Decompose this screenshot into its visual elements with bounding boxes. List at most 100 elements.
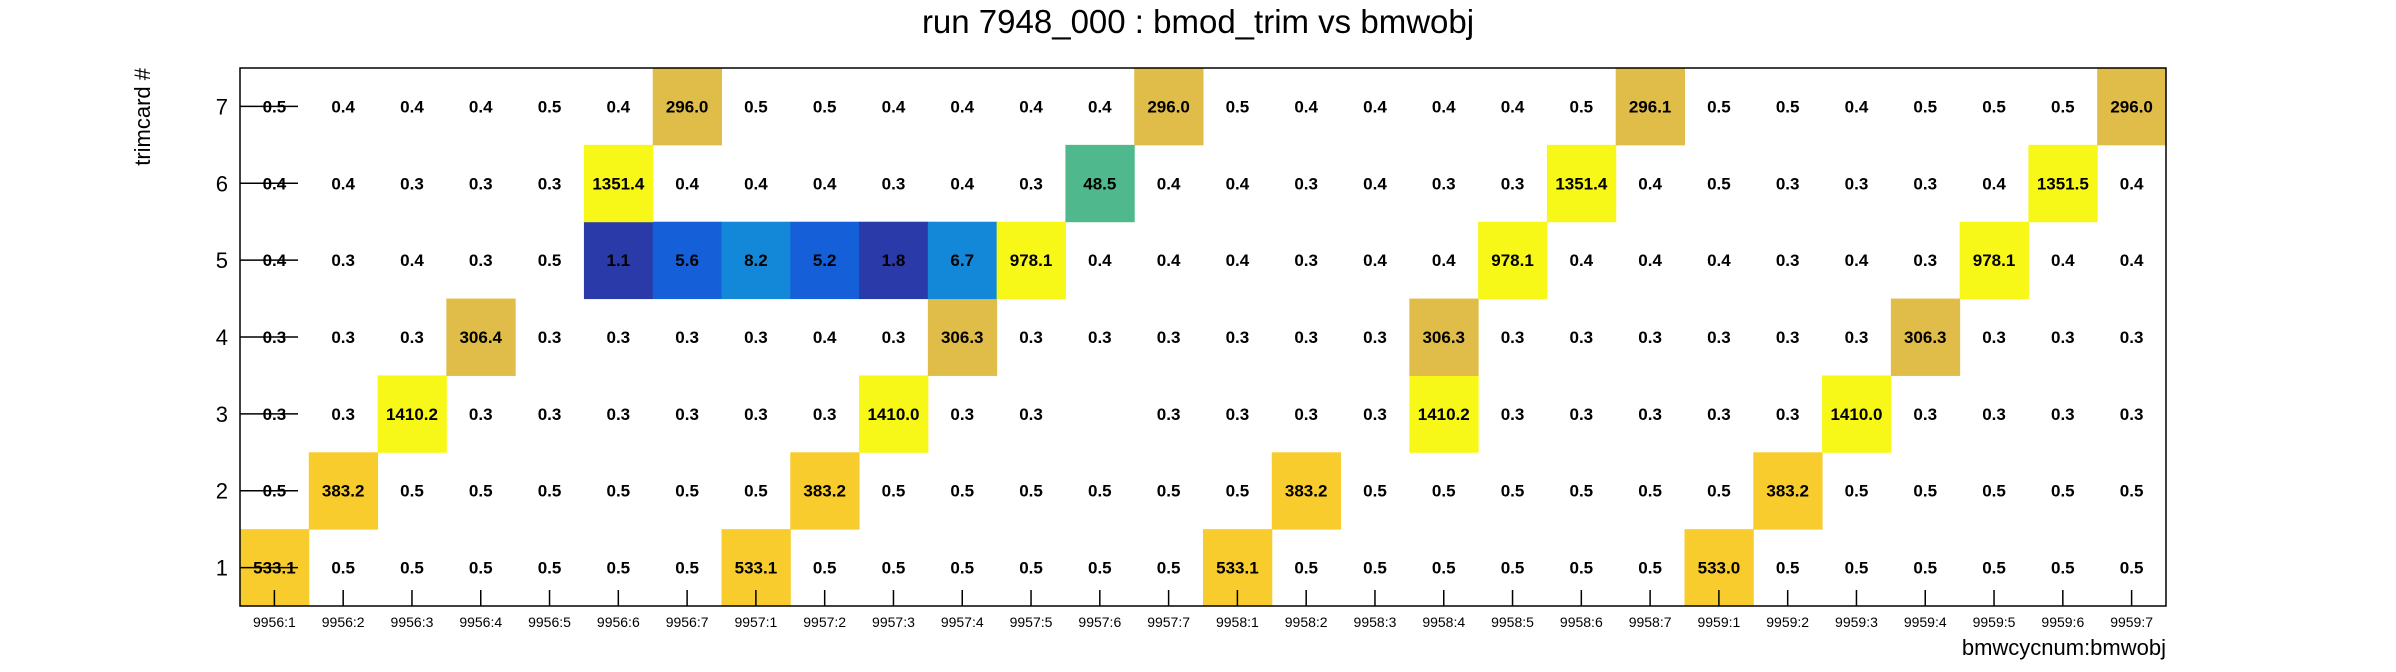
heatmap-cell	[308, 452, 379, 530]
x-tick-label: 9957:2	[803, 614, 846, 630]
heatmap-cell	[1409, 298, 1479, 376]
cell-value-label: 0.4	[331, 97, 355, 116]
cell-value-label: 5.6	[675, 251, 699, 270]
cell-value-label: 0.5	[400, 559, 424, 578]
heatmap-cell	[652, 68, 722, 146]
cell-value-label: 0.3	[1707, 405, 1731, 424]
cell-value-label: 0.5	[1707, 97, 1731, 116]
cell-value-label: 0.5	[538, 97, 562, 116]
cell-value-label: 0.4	[400, 97, 424, 116]
cell-value-label: 0.5	[1432, 482, 1456, 501]
cell-value-label: 0.3	[1501, 328, 1525, 347]
cell-value-label: 0.5	[1157, 482, 1181, 501]
heatmap-cell	[1959, 221, 2029, 300]
x-tick-label: 9958:4	[1422, 614, 1465, 630]
cell-value-label: 0.3	[1432, 174, 1456, 193]
x-tick-label: 9957:5	[1010, 614, 1053, 630]
cell-value-label: 0.4	[1707, 251, 1731, 270]
cell-value-label: 0.4	[1226, 251, 1250, 270]
cell-value-label: 0.4	[1845, 251, 1869, 270]
y-tick-label: 7	[216, 94, 228, 119]
y-tick-label: 1	[216, 556, 228, 581]
cell-value-label: 0.3	[2120, 328, 2144, 347]
x-tick-label: 9959:3	[1835, 614, 1878, 630]
x-tick-label: 9956:6	[597, 614, 640, 630]
cell-value-label: 0.3	[1019, 174, 1043, 193]
y-tick-label: 5	[216, 248, 228, 273]
cell-value-label: 1410.2	[1418, 405, 1470, 424]
cell-value-label: 0.3	[400, 174, 424, 193]
cell-value-label: 0.3	[607, 405, 631, 424]
heatmap-cell	[1134, 68, 1204, 146]
heatmap-cell	[1409, 375, 1479, 453]
cell-value-label: 306.3	[1904, 328, 1947, 347]
cell-value-label: 0.3	[950, 405, 974, 424]
y-axis-label: trimcard #	[130, 67, 155, 166]
cell-value-label: 0.3	[538, 328, 562, 347]
cell-value-label: 0.5	[2051, 482, 2075, 501]
cell-value-label: 0.3	[882, 328, 906, 347]
cell-value-label: 383.2	[803, 482, 846, 501]
cell-value-label: 0.5	[1913, 482, 1937, 501]
cell-value-label: 296.0	[2110, 97, 2153, 116]
cell-value-label: 0.3	[1088, 328, 1112, 347]
cell-value-label: 0.4	[2051, 251, 2075, 270]
cell-value-label: 296.0	[1147, 97, 1190, 116]
cell-value-label: 0.5	[1088, 482, 1112, 501]
x-tick-label: 9957:6	[1078, 614, 1121, 630]
x-tick-label: 9957:3	[872, 614, 915, 630]
cell-value-label: 0.4	[1363, 97, 1387, 116]
cell-value-label: 0.3	[1776, 405, 1800, 424]
heatmap-cell	[790, 452, 860, 530]
cell-value-label: 0.3	[1913, 174, 1937, 193]
cell-value-label: 0.4	[469, 97, 493, 116]
cell-value-label: 0.4	[607, 97, 631, 116]
x-tick-label: 9957:1	[734, 614, 777, 630]
cell-value-label: 0.5	[1088, 559, 1112, 578]
cell-value-label: 0.3	[1294, 405, 1318, 424]
y-tick-label: 4	[216, 325, 228, 350]
cell-value-label: 306.3	[1422, 328, 1465, 347]
cell-value-label: 0.3	[1982, 328, 2006, 347]
cell-value-label: 0.4	[331, 174, 355, 193]
cell-value-label: 0.5	[744, 97, 768, 116]
x-tick-label: 9956:5	[528, 614, 571, 630]
cell-value-label: 0.5	[950, 559, 974, 578]
cell-value-label: 296.0	[666, 97, 709, 116]
cell-value-label: 0.5	[1913, 559, 1937, 578]
cell-value-label: 533.0	[1698, 559, 1741, 578]
cell-value-label: 533.1	[735, 559, 778, 578]
cell-value-label: 8.2	[744, 251, 768, 270]
heatmap-cell	[1615, 68, 1685, 146]
cell-value-label: 0.4	[1501, 97, 1525, 116]
x-tick-label: 9959:6	[2041, 614, 2084, 630]
plot-frame	[239, 67, 2167, 607]
x-tick-label: 9958:7	[1629, 614, 1672, 630]
cell-value-label: 0.3	[882, 174, 906, 193]
cell-value-label: 0.4	[1019, 97, 1043, 116]
cell-value-label: 0.4	[882, 97, 906, 116]
cell-value-label: 0.3	[2051, 328, 2075, 347]
cell-value-label: 1.1	[607, 251, 631, 270]
x-tick-label: 9957:4	[941, 614, 984, 630]
cell-value-label: 0.3	[331, 405, 355, 424]
x-tick-label: 9958:3	[1354, 614, 1397, 630]
cell-value-label: 0.3	[1363, 328, 1387, 347]
cell-value-label: 0.3	[400, 328, 424, 347]
cell-value-label: 0.5	[675, 559, 699, 578]
cell-value-label: 0.3	[331, 328, 355, 347]
cell-value-label: 1410.0	[1830, 405, 1882, 424]
cell-value-label: 0.5	[2051, 559, 2075, 578]
cell-value-label: 0.3	[1294, 328, 1318, 347]
cell-value-label: 0.3	[1638, 328, 1662, 347]
heatmap-cell	[927, 298, 998, 376]
cell-value-label: 0.3	[1776, 328, 1800, 347]
cell-value-label: 0.5	[744, 482, 768, 501]
heatmap-cell	[996, 221, 1066, 300]
cell-value-label: 0.5	[538, 559, 562, 578]
cell-value-label: 0.5	[1363, 559, 1387, 578]
cell-value-label: 0.5	[1432, 559, 1456, 578]
cell-value-label: 0.5	[1638, 482, 1662, 501]
x-axis-ticks: 9956:1 9956:2 9956:3 9956:4 9956:5 9956:6 9956…	[253, 590, 2153, 630]
cell-value-label: 0.4	[1088, 251, 1112, 270]
